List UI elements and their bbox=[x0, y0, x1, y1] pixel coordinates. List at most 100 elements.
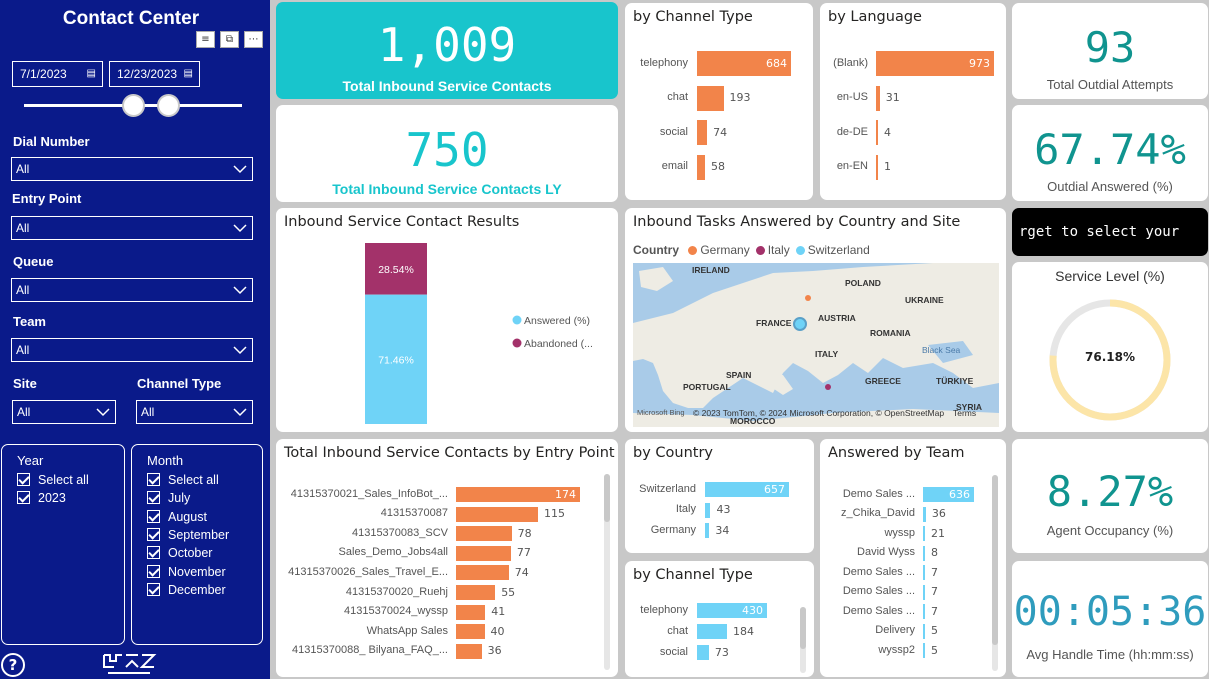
help-icon[interactable]: ? bbox=[1, 653, 25, 677]
date-from-input[interactable]: 7/1/2023 ▤ bbox=[12, 61, 103, 87]
slicer-option[interactable]: October bbox=[147, 545, 212, 561]
bar[interactable] bbox=[705, 502, 711, 518]
bar[interactable] bbox=[697, 120, 708, 145]
bar[interactable] bbox=[923, 604, 925, 619]
slicer-option[interactable]: Select all bbox=[147, 472, 219, 488]
bar[interactable] bbox=[697, 603, 767, 618]
dial-number-dropdown[interactable]: All bbox=[11, 157, 253, 181]
slicer-option[interactable]: 2023 bbox=[17, 490, 66, 506]
bar-value-label: 31 bbox=[885, 91, 900, 104]
site-label: Site bbox=[13, 376, 37, 391]
map-legend-label: Switzerland bbox=[807, 243, 870, 257]
bar[interactable] bbox=[923, 584, 925, 600]
answered-segment[interactable] bbox=[365, 294, 427, 424]
map-legend-item[interactable]: Italy bbox=[755, 243, 790, 257]
checkbox-checked[interactable] bbox=[147, 473, 160, 486]
checkbox-checked[interactable] bbox=[147, 527, 160, 541]
slicer-option-label: Select all bbox=[38, 473, 89, 487]
slicer-option[interactable]: August bbox=[147, 509, 207, 525]
channel-type-chart-2: by Channel Type telephony 430 chat 184 socia… bbox=[625, 561, 814, 677]
entry-point-scrollbar[interactable] bbox=[604, 474, 610, 522]
slicer-option-label: December bbox=[168, 582, 226, 597]
bar-value-label: 40 bbox=[490, 624, 505, 638]
bar[interactable] bbox=[697, 85, 724, 111]
bar-category-label: Delivery bbox=[875, 624, 915, 636]
kpi-outdial-attempts-label: Total Outdial Attempts bbox=[1046, 77, 1174, 92]
bar[interactable] bbox=[456, 585, 496, 600]
checkbox-checked[interactable] bbox=[147, 564, 160, 578]
checkbox-checked[interactable] bbox=[147, 546, 160, 560]
bar[interactable] bbox=[697, 645, 709, 660]
filter-icon[interactable]: ≡ bbox=[196, 31, 215, 48]
entry-point-title: Total Inbound Service Contacts by Entry … bbox=[284, 445, 615, 461]
bar[interactable] bbox=[456, 565, 509, 581]
slider-handle-end[interactable] bbox=[157, 94, 180, 117]
bar[interactable] bbox=[923, 545, 925, 561]
bar[interactable] bbox=[876, 51, 994, 76]
map-label: PORTUGAL bbox=[683, 382, 731, 392]
bar[interactable] bbox=[456, 545, 511, 561]
slicer-option[interactable]: November bbox=[147, 564, 226, 580]
bar[interactable] bbox=[876, 154, 878, 180]
bar[interactable] bbox=[923, 565, 925, 580]
channel-type-chart: by Channel Type telephony 684 chat 193 socia… bbox=[625, 3, 813, 200]
calendar-icon[interactable]: ▤ bbox=[183, 68, 193, 79]
map-bubble-switzerland[interactable] bbox=[793, 317, 807, 331]
bar-category-label: Demo Sales ... bbox=[842, 585, 915, 597]
slicer-option[interactable]: July bbox=[147, 490, 190, 506]
bar[interactable] bbox=[923, 623, 925, 639]
calendar-icon[interactable]: ▤ bbox=[86, 68, 96, 79]
slider-handle-start[interactable] bbox=[122, 94, 145, 117]
map-legend-item[interactable]: Switzerland bbox=[795, 243, 870, 257]
bar[interactable] bbox=[876, 120, 878, 145]
bar[interactable] bbox=[456, 643, 482, 659]
bar[interactable] bbox=[705, 523, 710, 538]
bar[interactable] bbox=[876, 85, 880, 111]
site-dropdown[interactable]: All bbox=[12, 400, 116, 424]
checkbox-checked[interactable] bbox=[17, 491, 30, 505]
bar-category-label: 41315370021_Sales_InfoBot_... bbox=[290, 487, 448, 500]
bar[interactable] bbox=[705, 482, 789, 497]
more-icon[interactable]: ⋯ bbox=[244, 31, 263, 48]
bar-category-label: chat bbox=[667, 91, 688, 103]
checkbox-checked[interactable] bbox=[147, 509, 160, 523]
date-to-input[interactable]: 12/23/2023 ▤ bbox=[109, 61, 200, 87]
bar[interactable] bbox=[456, 624, 485, 640]
checkbox-checked[interactable] bbox=[147, 582, 160, 596]
slicer-option[interactable]: December bbox=[147, 582, 226, 598]
bar-value-label: 7 bbox=[931, 565, 938, 579]
map-legend-label: Germany bbox=[700, 243, 750, 257]
map-terms-link[interactable]: Terms bbox=[953, 408, 977, 418]
bar[interactable] bbox=[923, 487, 974, 502]
abandoned-value-label: 28.54% bbox=[378, 264, 414, 276]
map-legend-item[interactable]: Germany bbox=[688, 243, 750, 257]
bar[interactable] bbox=[923, 506, 926, 522]
map-bubble-italy[interactable] bbox=[825, 384, 831, 390]
slicer-option[interactable]: Select all bbox=[17, 472, 89, 488]
bar[interactable] bbox=[697, 154, 705, 180]
kpi-total-inbound-label: Total Inbound Service Contacts bbox=[342, 78, 552, 94]
focus-icon[interactable]: ⧉ bbox=[220, 31, 239, 48]
team-dropdown[interactable]: All bbox=[11, 338, 253, 362]
entry-point-dropdown[interactable]: All bbox=[11, 216, 253, 240]
bar[interactable] bbox=[456, 506, 538, 522]
bar[interactable] bbox=[923, 526, 925, 541]
checkbox-checked[interactable] bbox=[17, 473, 30, 486]
channel-type-2-scrollbar[interactable] bbox=[800, 607, 806, 649]
map-bubble-germany[interactable] bbox=[805, 295, 811, 301]
bar[interactable] bbox=[923, 643, 925, 658]
bar[interactable] bbox=[697, 51, 791, 76]
bar[interactable] bbox=[456, 487, 580, 502]
queue-dropdown[interactable]: All bbox=[11, 278, 253, 302]
abandoned-segment[interactable] bbox=[365, 243, 427, 295]
channel-type-dropdown[interactable]: All bbox=[136, 400, 253, 424]
kpi-outdial-attempts: 93 Total Outdial Attempts bbox=[1012, 3, 1208, 99]
bar[interactable] bbox=[697, 624, 727, 639]
bar[interactable] bbox=[456, 526, 512, 542]
team-scrollbar[interactable] bbox=[992, 475, 998, 645]
bar[interactable] bbox=[456, 604, 486, 620]
entry-point-scroll-track[interactable] bbox=[604, 474, 610, 670]
europe-map[interactable] bbox=[633, 263, 999, 427]
checkbox-checked[interactable] bbox=[147, 491, 160, 505]
slicer-option[interactable]: September bbox=[147, 527, 229, 543]
